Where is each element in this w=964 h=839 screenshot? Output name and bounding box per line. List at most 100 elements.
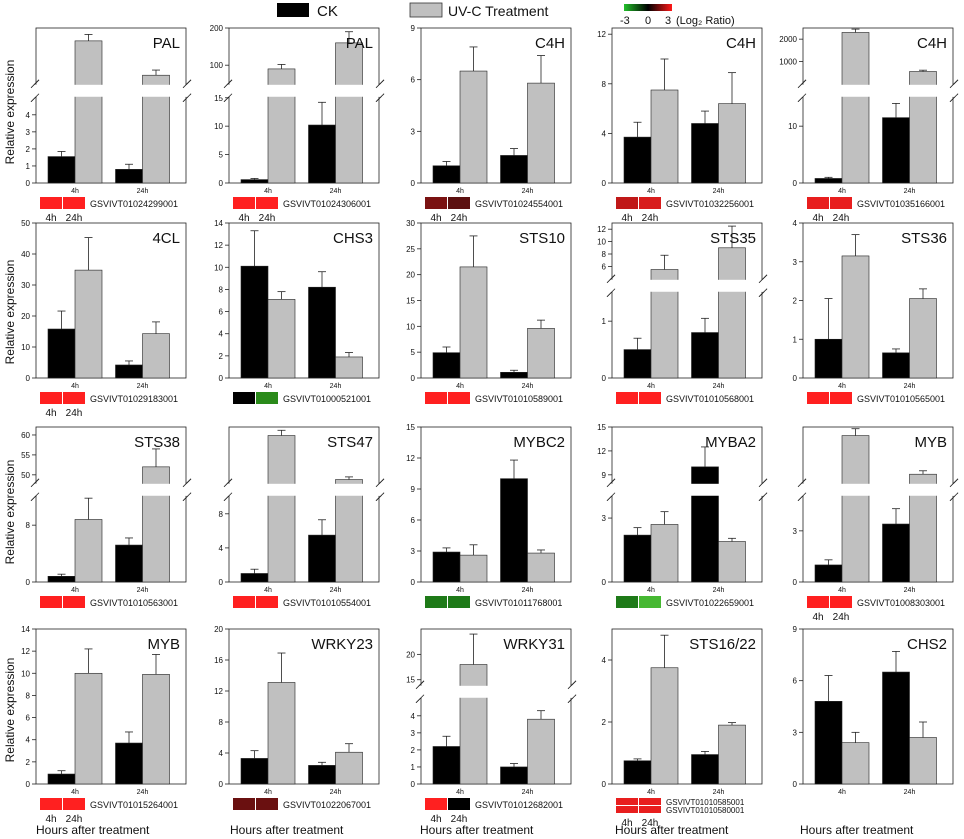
panel-19-heatmap-label-2: 24h	[642, 818, 659, 829]
panel-1-y-tick-label: 1	[26, 162, 31, 171]
panel-8-y-tick-label: 5	[411, 348, 416, 357]
panel-20: 0 3 6 9 4h 24h CHS2	[793, 625, 954, 796]
panel-3-x-tick-label-24h: 24h	[522, 188, 534, 195]
panel-16-frame	[35, 628, 187, 785]
panel-19-ck-bar-24h	[691, 754, 719, 785]
panel-13-x-tick-label-24h: 24h	[522, 587, 534, 594]
panel-1-heatmap-label-2: 24h	[66, 213, 83, 224]
panel-18-break-mark	[567, 680, 577, 690]
panel-16-y-tick-label: 2	[26, 758, 31, 767]
panel-7-uvc-bar-24h	[335, 356, 363, 379]
scale-low-label: -3	[620, 15, 630, 27]
panel-3-y-tick-label: 6	[411, 76, 416, 85]
panel-3-gene-id: GSVIVT01024554001	[475, 199, 563, 209]
panel-16-heatmap-cell-1-1	[40, 798, 62, 810]
panel-1-bar-break-gap	[28, 84, 190, 97]
panel-9-y-tick-label: 6	[602, 262, 607, 271]
panel-12-break-mark	[375, 478, 385, 488]
panel-16-title: MYB	[147, 636, 180, 653]
panel-19-title: STS16/22	[689, 636, 756, 653]
panel-18-heatmap-label-2: 24h	[451, 814, 468, 825]
panel-18-break-mark	[415, 694, 425, 704]
x-axis-caption-5: Hours after treatment	[800, 823, 914, 837]
panel-7-y-tick-label: 4	[219, 330, 224, 339]
panel-5-title: C4H	[917, 35, 947, 52]
panel-15-y-tick-label: 0	[793, 578, 798, 587]
panel-13-uvc-bar-4h	[459, 554, 488, 583]
panel-6: 0 10 20 30 40 50 4h 24h 4CL 4h 24h GSVIVT0102918300…	[21, 219, 187, 419]
panel-7-x-tick-label-24h: 24h	[330, 383, 342, 390]
panel-18-uvc-bar-24h	[527, 718, 555, 785]
panel-15-heatmap-label-2: 24h	[833, 612, 850, 623]
panel-20-x-tick-label-4h: 4h	[838, 789, 846, 796]
panel-6-ck-bar-4h	[47, 328, 76, 379]
panel-19-gene-id-2: GSVIVT01010580001	[666, 806, 745, 815]
panel-5-heatmap-label-1: 4h	[812, 213, 823, 224]
panel-2: 0 5 10 15 100 200 4h 24h PAL 4h 24h GSVIVT010243060…	[210, 24, 385, 224]
panel-12-uvc-bar-24h	[335, 479, 363, 583]
panel-14: 0 3 9 12 15 4h 24h MYBA2 GSVIVT01022659001	[597, 423, 768, 608]
panel-15-break-mark	[797, 492, 807, 502]
panel-8-ck-bar-4h	[432, 352, 461, 379]
panel-10-y-tick-label: 2	[793, 297, 798, 306]
panel-5-ck-bar-24h	[882, 117, 910, 184]
panel-11-uvc-bar-4h	[74, 519, 103, 583]
panel-4-heatmap-label-2: 24h	[642, 213, 659, 224]
panel-15-ck-bar-24h	[882, 523, 910, 583]
panel-15-heatmap-cell-1-1	[807, 596, 829, 608]
panel-18-break-mark	[415, 680, 425, 690]
panel-1-y-tick-label: 3	[26, 128, 31, 137]
panel-15-frame	[802, 426, 954, 583]
panel-2-frame	[228, 27, 380, 184]
panel-10-heatmap-cell-1-2	[830, 392, 852, 404]
panel-9-break-mark	[606, 274, 616, 284]
panel-3-y-tick-label: 0	[411, 179, 416, 188]
panel-5-y-tick-label: 2000	[779, 35, 797, 44]
panel-17-y-tick-label: 16	[214, 656, 223, 665]
panel-12-y-tick-label: 0	[219, 578, 224, 587]
panel-19-uvc-bar-4h	[650, 667, 679, 785]
panel-11-break-mark	[182, 492, 192, 502]
panel-18-heatmap-cell-1-1	[425, 798, 447, 810]
panel-10-ck-bar-4h	[814, 338, 843, 379]
panel-3: 0 3 6 9 4h 24h C4H 4h 24h GSVIVT01024554001	[411, 24, 572, 224]
panel-19-heatmap-cell-1-1	[616, 798, 638, 805]
panel-8-heatmap-cell-1-2	[448, 392, 470, 404]
row1-y-axis-label: Relative expression	[3, 60, 17, 165]
panel-4: 0 4 8 12 4h 24h C4H 4h 24h GSVIVT01032256001	[597, 27, 763, 224]
panel-10-y-tick-label: 0	[793, 374, 798, 383]
log-ratio-color-scale	[624, 4, 672, 11]
panel-12-heatmap-cell-1-2	[256, 596, 278, 608]
panel-12-ck-bar-4h	[240, 573, 269, 583]
panel-11-break-mark	[182, 478, 192, 488]
panel-9-ck-bar-24h	[691, 332, 719, 379]
panel-13-ck-bar-24h	[500, 478, 528, 583]
panel-9-gene-id: GSVIVT01010568001	[666, 394, 754, 404]
panel-2-ck-bar-24h	[308, 124, 336, 184]
panel-14-y-tick-label: 0	[602, 578, 607, 587]
panel-14-y-tick-label: 15	[597, 423, 606, 432]
panel-11-y-tick-label: 0	[26, 578, 31, 587]
panel-19-y-tick-label: 0	[602, 780, 607, 789]
panel-7: 0 2 4 6 8 10 12 14 4h 24h CHS3 GSVIVT01000521001	[214, 219, 380, 404]
panel-9-ck-bar-4h	[623, 349, 652, 379]
panel-8-ck-bar-24h	[500, 372, 528, 379]
panel-7-ck-bar-4h	[240, 265, 269, 379]
panel-14-y-tick-label: 9	[602, 471, 607, 480]
panel-6-y-tick-label: 50	[21, 219, 30, 228]
panel-12-break-mark	[223, 492, 233, 502]
x-axis-caption-1: Hours after treatment	[36, 823, 150, 837]
panel-11-heatmap-cell-1-1	[40, 596, 62, 608]
panel-18-title: WRKY31	[503, 636, 565, 653]
panel-15-title: MYB	[914, 434, 947, 451]
panel-12-bar-break-gap	[221, 483, 383, 496]
panel-1-break-mark	[30, 79, 40, 89]
panel-5-gene-id: GSVIVT01035166001	[857, 199, 945, 209]
panel-6-frame	[35, 222, 187, 379]
panel-20-y-tick-label: 0	[793, 780, 798, 789]
panel-6-y-tick-label: 30	[21, 281, 30, 290]
panel-14-ck-bar-4h	[623, 534, 652, 583]
panel-2-y-tick-label: 100	[210, 61, 224, 70]
panel-13-y-tick-label: 15	[406, 423, 415, 432]
